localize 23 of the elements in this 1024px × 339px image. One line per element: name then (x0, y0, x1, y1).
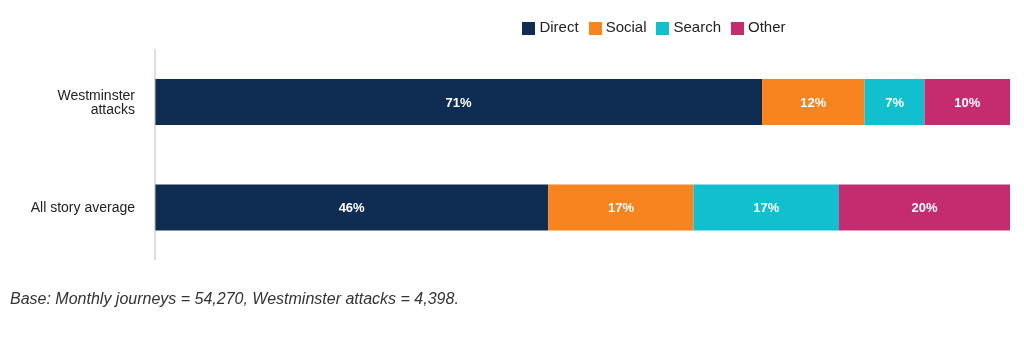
data-label: 7% (885, 94, 905, 110)
bar (693, 184, 839, 231)
bar (864, 79, 925, 125)
bar (762, 79, 865, 125)
bar (924, 79, 1010, 125)
data-label: 46% (338, 200, 366, 215)
data-label: 71% (445, 94, 472, 110)
data-label: 17% (753, 200, 780, 215)
legend-label: Search (673, 18, 722, 35)
bar (839, 184, 1010, 231)
legend-label: Other (748, 18, 786, 35)
text: Base: Monthly journeys = 54,270, Westminster attacks = 4,398. (10, 290, 460, 308)
data-label: 10% (954, 94, 981, 110)
y-tick-label: Westminster attacks (57, 86, 136, 117)
y-tick-label: All story average (30, 199, 136, 216)
legend-label: Social (605, 18, 647, 35)
data-label: 20% (911, 200, 938, 215)
data-label: 12% (800, 94, 827, 110)
bar (155, 79, 763, 125)
bar (155, 184, 549, 231)
bar (548, 184, 694, 231)
legend-label: Direct (539, 18, 579, 35)
data-label: 17% (607, 200, 635, 215)
